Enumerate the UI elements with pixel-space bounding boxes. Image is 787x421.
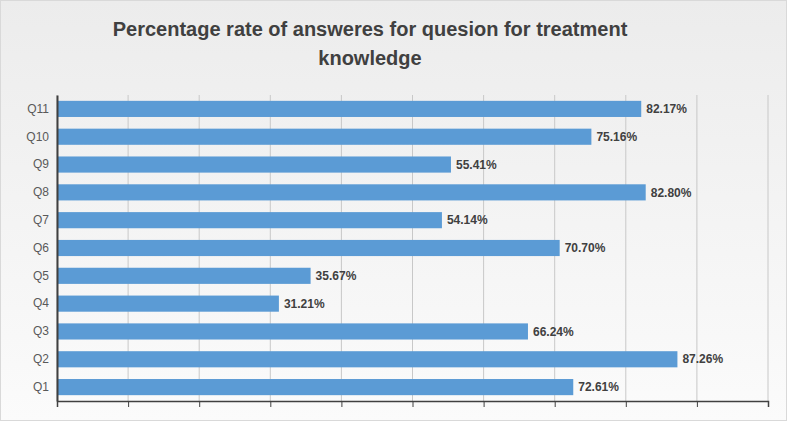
bar bbox=[57, 351, 677, 367]
x-tick-mark bbox=[768, 401, 769, 407]
data-label: 54.14% bbox=[447, 213, 488, 227]
y-tick-label: Q10 bbox=[26, 130, 49, 144]
bar bbox=[57, 129, 591, 145]
grid bbox=[57, 95, 768, 401]
data-labels: 72.61% 87.26% 66.24% 31.21% 35.67% 70.70% 54.1… bbox=[284, 102, 724, 394]
data-label: 72.61% bbox=[578, 380, 619, 394]
y-tick-label: Q3 bbox=[33, 324, 49, 338]
y-tick-label: Q2 bbox=[33, 352, 49, 366]
title: Percentage rate of answeres for quesion … bbox=[113, 18, 628, 69]
y-tick: Q1 bbox=[33, 380, 57, 394]
y-tick-label: Q5 bbox=[33, 269, 49, 283]
data-label: 82.80% bbox=[651, 186, 692, 200]
background bbox=[1, 1, 787, 421]
x-tick-mark bbox=[199, 401, 200, 407]
x-tick-mark bbox=[484, 401, 485, 407]
y-tick-label: Q6 bbox=[33, 241, 49, 255]
x-tick-mark bbox=[57, 401, 58, 407]
y-axis-line bbox=[57, 96, 59, 402]
y-tick: Q3 bbox=[33, 324, 57, 338]
x-tick bbox=[626, 401, 627, 407]
y-tick-label: Q8 bbox=[33, 185, 49, 199]
bar bbox=[57, 296, 279, 312]
bar bbox=[57, 323, 528, 339]
y-tick: Q5 bbox=[33, 269, 57, 283]
bar bbox=[57, 184, 646, 200]
x-tick bbox=[413, 401, 414, 407]
x-axis bbox=[58, 401, 769, 407]
y-tick-label: Q4 bbox=[33, 296, 49, 310]
y-tick: Q9 bbox=[33, 157, 57, 171]
x-tick-mark bbox=[341, 401, 342, 407]
x-tick bbox=[341, 401, 342, 407]
y-tick: Q2 bbox=[33, 352, 57, 366]
x-tick-mark bbox=[555, 401, 556, 407]
y-tick: Q6 bbox=[33, 241, 57, 255]
x-tick-mark bbox=[270, 401, 271, 407]
x-tick bbox=[768, 401, 769, 407]
data-label: 70.70% bbox=[565, 241, 606, 255]
x-tick bbox=[199, 401, 200, 407]
y-tick-label: Q9 bbox=[33, 157, 49, 171]
bar bbox=[57, 212, 442, 228]
bars bbox=[57, 101, 677, 395]
grid-line bbox=[57, 95, 58, 401]
data-label: 66.24% bbox=[533, 325, 574, 339]
bar bbox=[57, 240, 560, 256]
x-tick bbox=[697, 401, 698, 407]
x-tick-mark bbox=[626, 401, 627, 407]
x-tick bbox=[270, 401, 271, 407]
data-label: 35.67% bbox=[316, 269, 357, 283]
x-tick-mark bbox=[697, 401, 698, 407]
y-tick: Q10 bbox=[26, 130, 57, 144]
data-label: 31.21% bbox=[284, 297, 325, 311]
y-tick: Q4 bbox=[33, 296, 57, 310]
x-tick-mark bbox=[128, 401, 129, 407]
bar bbox=[57, 101, 641, 117]
data-label: 82.17% bbox=[646, 102, 687, 116]
y-tick: Q11 bbox=[27, 102, 57, 116]
title-line: knowledge bbox=[318, 47, 421, 69]
x-axis-line bbox=[58, 402, 769, 408]
grid-line bbox=[768, 95, 769, 401]
x-tick bbox=[57, 401, 58, 407]
x-tick bbox=[555, 401, 556, 407]
y-tick-label: Q11 bbox=[27, 102, 49, 116]
bar bbox=[57, 379, 573, 395]
title-line: Percentage rate of answeres for quesion … bbox=[113, 18, 628, 40]
bar bbox=[57, 268, 311, 284]
data-label: 87.26% bbox=[682, 352, 723, 366]
y-tick-label: Q7 bbox=[33, 213, 49, 227]
y-tick-label: Q1 bbox=[33, 380, 49, 394]
x-tick bbox=[484, 401, 485, 407]
y-tick: Q8 bbox=[33, 185, 57, 199]
chart: Q1 Q2 Q3 Q4 Q5 Q6 Q7 Q8 Q9 Q10 Q11 72.61% 87.26% 66.2… bbox=[0, 0, 787, 421]
bar bbox=[57, 156, 451, 172]
y-axis: Q1 Q2 Q3 Q4 Q5 Q6 Q7 Q8 Q9 Q10 Q11 bbox=[26, 96, 57, 402]
x-tick bbox=[128, 401, 129, 407]
data-label: 75.16% bbox=[596, 130, 637, 144]
y-tick: Q7 bbox=[33, 213, 57, 227]
data-label: 55.41% bbox=[456, 158, 497, 172]
x-tick-mark bbox=[413, 401, 414, 407]
